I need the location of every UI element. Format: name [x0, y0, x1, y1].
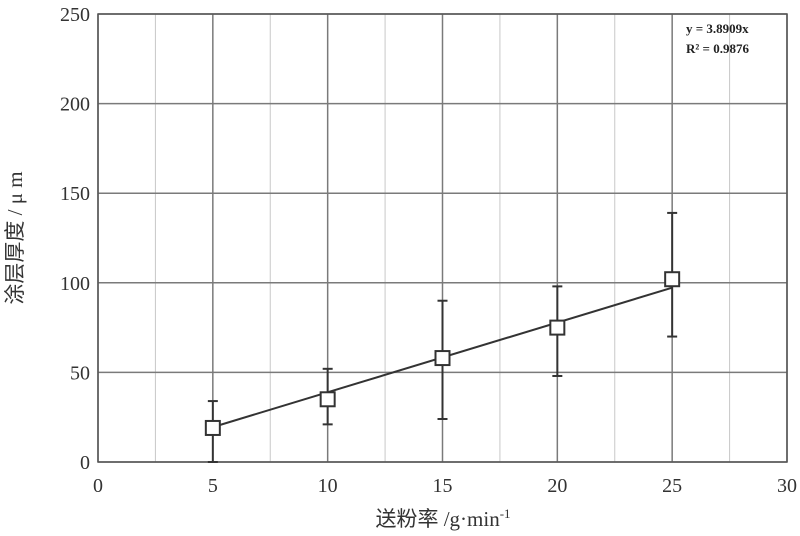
- x-tick-label: 25: [662, 475, 682, 497]
- y-tick-label: 50: [70, 362, 90, 384]
- y-tick-label: 200: [60, 94, 90, 116]
- y-tick-label: 250: [60, 4, 90, 26]
- x-axis-title-superscript: -1: [500, 506, 511, 521]
- data-point-marker: [549, 319, 566, 336]
- x-tick-label: 0: [93, 475, 103, 497]
- x-tick-label: 30: [777, 475, 797, 497]
- x-tick-label: 5: [208, 475, 218, 497]
- trend-equation: y = 3.8909x: [686, 21, 749, 36]
- x-axis-title: 送粉率 /g·min-1: [375, 506, 510, 531]
- y-tick-label: 100: [60, 273, 90, 295]
- data-point-marker: [664, 271, 681, 288]
- data-point-marker: [319, 391, 336, 408]
- tick-labels: 0 5 10 15 20 25 30 0 50 100 150 200 250: [60, 4, 797, 497]
- y-tick-label: 0: [80, 452, 90, 474]
- x-axis-title-main: 送粉率 /g·min: [375, 507, 500, 531]
- data-point-marker: [434, 350, 451, 367]
- x-tick-label: 20: [547, 475, 567, 497]
- plot-frame: [97, 13, 788, 463]
- r-squared: R² = 0.9876: [686, 41, 749, 56]
- y-axis-title: 涂层厚度 / μ m: [3, 171, 27, 304]
- x-tick-label: 10: [318, 475, 338, 497]
- data-points: [204, 211, 681, 463]
- x-tick-label: 15: [433, 475, 453, 497]
- data-point-marker: [204, 419, 221, 436]
- y-tick-label: 150: [60, 183, 90, 205]
